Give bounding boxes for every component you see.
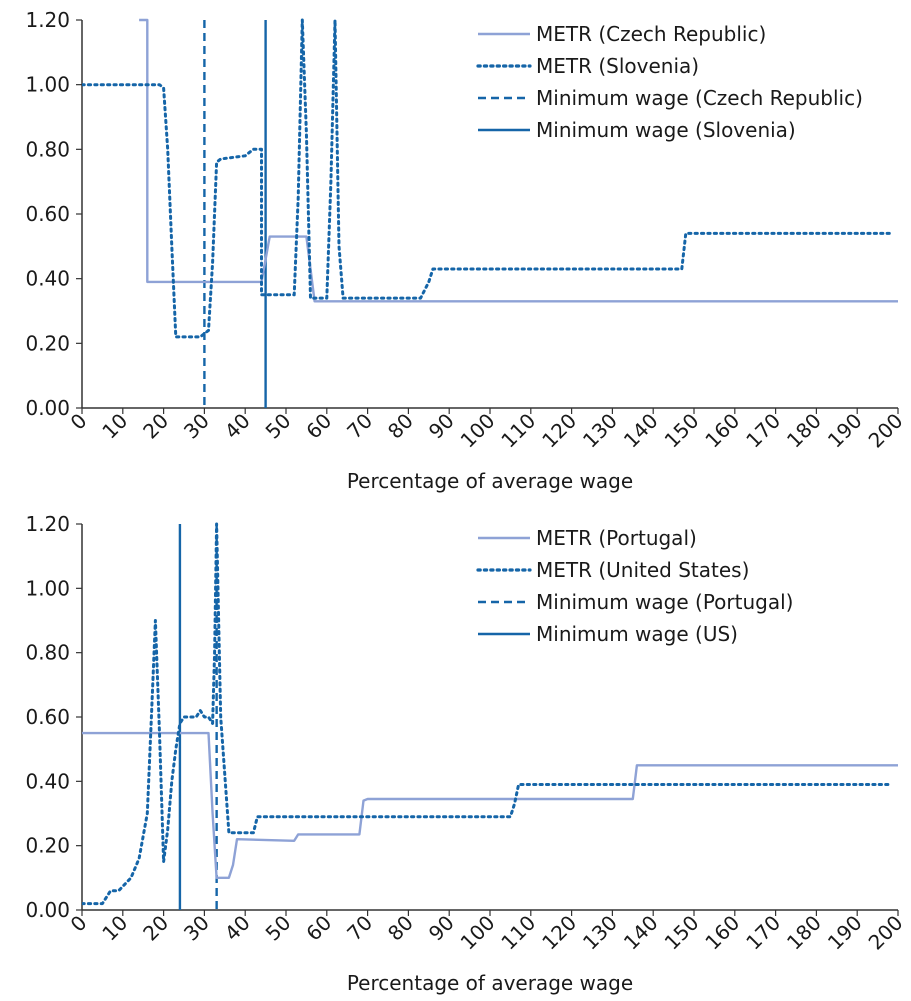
x-axis-title: Percentage of average wage [347, 971, 633, 995]
x-tick-label: 130 [578, 911, 622, 955]
x-tick-label: 70 [342, 409, 377, 444]
legend-label: Minimum wage (Czech Republic) [536, 86, 863, 110]
x-tick-label: 20 [138, 409, 173, 444]
x-tick-label: 180 [782, 911, 826, 955]
y-tick-label: 1.20 [25, 8, 70, 32]
x-tick-label: 10 [97, 911, 132, 946]
y-tick-label: 0.00 [25, 898, 70, 922]
y-tick-label: 1.00 [25, 73, 70, 97]
x-tick-label: 90 [424, 409, 459, 444]
x-tick-label: 170 [741, 409, 785, 453]
legend-label: METR (Portugal) [536, 526, 697, 550]
y-tick-label: 0.60 [25, 202, 70, 226]
legend-label: Minimum wage (Portugal) [536, 590, 793, 614]
x-tick-label: 10 [97, 409, 132, 444]
y-tick-label: 0.60 [25, 705, 70, 729]
x-tick-label: 70 [342, 911, 377, 946]
x-tick-label: 200 [864, 911, 908, 955]
x-tick-label: 60 [301, 911, 336, 946]
x-tick-label: 110 [496, 409, 540, 453]
legend-label: Minimum wage (Slovenia) [536, 118, 796, 142]
x-tick-label: 40 [220, 911, 255, 946]
x-tick-label: 40 [220, 409, 255, 444]
x-tick-label: 80 [383, 409, 418, 444]
x-tick-label: 130 [578, 409, 622, 453]
x-tick-label: 50 [261, 409, 296, 444]
x-tick-label: 180 [782, 409, 826, 453]
x-tick-label: 0 [66, 409, 92, 435]
x-tick-label: 170 [741, 911, 785, 955]
series-line [82, 522, 892, 906]
x-tick-label: 150 [660, 911, 704, 955]
x-tick-label: 90 [424, 911, 459, 946]
x-tick-label: 60 [301, 409, 336, 444]
x-tick-label: 100 [456, 409, 500, 453]
x-tick-label: 20 [138, 911, 173, 946]
x-tick-label: 30 [179, 409, 214, 444]
chart-panel-2: 0.00 0.20 0.40 0.60 0.80 1.00 1.20 0 10 20 30 40 50 6… [25, 512, 907, 995]
x-tick-label: 150 [660, 409, 704, 453]
series-line [82, 731, 898, 879]
legend: METR (Czech Republic) METR (Slovenia) Mini… [476, 22, 863, 142]
legend-label: Minimum wage (US) [536, 622, 738, 646]
y-tick-label: 0.40 [25, 267, 70, 291]
x-tick-label: 160 [700, 911, 744, 955]
legend-label: METR (United States) [536, 558, 749, 582]
x-tick-label: 190 [823, 409, 867, 453]
x-tick-label: 140 [619, 911, 663, 955]
x-tick-label: 140 [619, 409, 663, 453]
x-tick-label: 0 [66, 911, 92, 937]
y-tick-label: 0.80 [25, 641, 70, 665]
x-tick-label: 50 [261, 911, 296, 946]
series-line [139, 18, 898, 303]
x-tick-label: 120 [537, 409, 581, 453]
series-line [82, 18, 892, 339]
x-tick-label: 200 [864, 409, 908, 453]
x-tick-label: 160 [700, 409, 744, 453]
legend-label: METR (Czech Republic) [536, 22, 766, 46]
chart-panel-1: 0.00 0.20 0.40 0.60 0.80 1.00 1.20 0 10 20 30 40 50 6… [25, 8, 907, 493]
y-tick-label: 0.20 [25, 834, 70, 858]
x-tick-label: 190 [823, 911, 867, 955]
x-tick-label: 110 [496, 911, 540, 955]
y-tick-label: 0.20 [25, 331, 70, 355]
legend-label: METR (Slovenia) [536, 54, 699, 78]
y-tick-label: 0.80 [25, 137, 70, 161]
x-axis-title: Percentage of average wage [347, 469, 633, 493]
x-tick-label: 100 [456, 911, 500, 955]
y-tick-label: 0.00 [25, 396, 70, 420]
legend: METR (Portugal) METR (United States) Minim… [476, 526, 793, 646]
plot-area [82, 522, 898, 910]
x-tick-label: 30 [179, 911, 214, 946]
plot-area [82, 18, 898, 408]
y-tick-label: 1.20 [25, 512, 70, 536]
x-tick-label: 80 [383, 911, 418, 946]
y-tick-label: 0.40 [25, 769, 70, 793]
x-tick-label: 120 [537, 911, 581, 955]
y-tick-label: 1.00 [25, 576, 70, 600]
